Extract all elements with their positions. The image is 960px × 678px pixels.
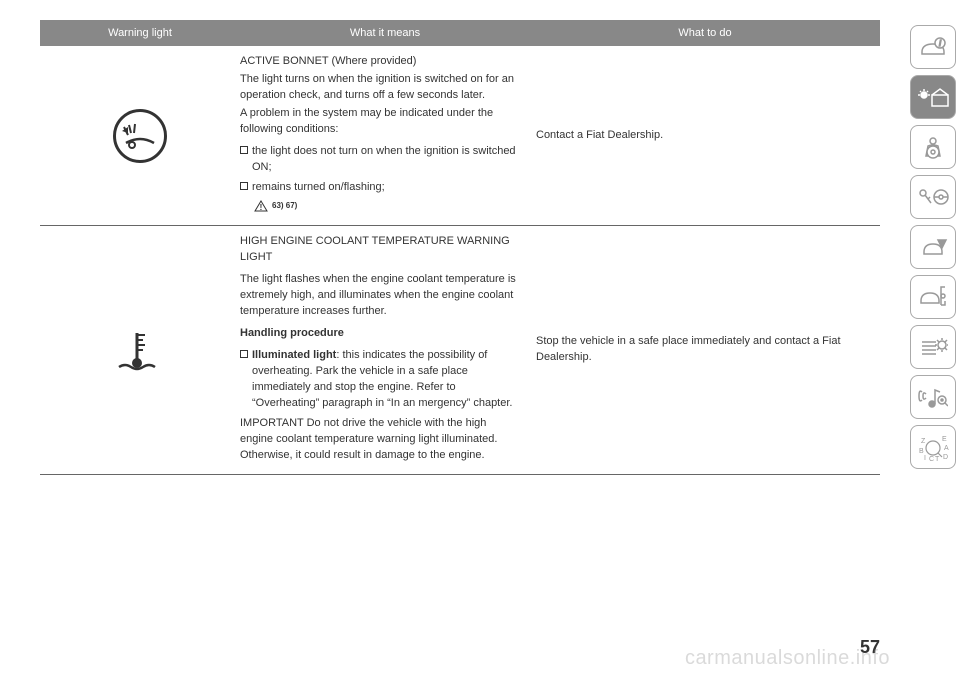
sidebar-item-safety[interactable] [910, 125, 956, 169]
svg-text:E: E [942, 436, 947, 443]
svg-text:D: D [943, 454, 948, 461]
warning-icon-cell [40, 234, 240, 465]
sidebar-nav: i [900, 0, 960, 678]
sidebar-item-maintenance[interactable] [910, 275, 956, 319]
bullet-icon [240, 350, 248, 358]
svg-text:i: i [939, 39, 941, 48]
sidebar-item-warning-lights[interactable] [910, 75, 956, 119]
svg-text:C: C [929, 456, 934, 461]
row-body: The light flashes when the engine coolan… [240, 272, 520, 320]
sidebar-item-settings[interactable] [910, 325, 956, 369]
header-what-it-means: What it means [240, 27, 530, 39]
bullet-text: Illuminated light: this indicates the po… [252, 348, 520, 412]
svg-text:B: B [919, 448, 924, 455]
main-content: Warning light What it means What to do A… [0, 0, 900, 678]
svg-text:I: I [924, 455, 926, 461]
watermark: carmanualsonline.info [685, 647, 890, 670]
sidebar-item-driving-assist[interactable] [910, 225, 956, 269]
row-body: A problem in the system may be indicated… [240, 106, 520, 138]
action-text: Stop the vehicle in a safe place immedia… [536, 334, 880, 366]
coolant-temp-icon [115, 325, 165, 375]
sidebar-item-info[interactable]: i [910, 25, 956, 69]
row-title: HIGH ENGINE COOLANT TEMPERATURE WARNING … [240, 234, 520, 266]
svg-text:A: A [944, 445, 949, 452]
row-body: IMPORTANT Do not drive the vehicle with … [240, 416, 520, 464]
warning-icon-cell [40, 54, 240, 217]
action-text: Contact a Fiat Dealership. [536, 128, 663, 144]
bullet-icon [240, 182, 248, 190]
bullet-text: remains turned on/flashing; [252, 180, 385, 196]
table-header: Warning light What it means What to do [40, 20, 880, 46]
active-bonnet-icon [113, 109, 167, 163]
svg-text:Z: Z [921, 438, 926, 445]
svg-text:T: T [935, 456, 940, 461]
bullet-item: the light does not turn on when the igni… [240, 144, 520, 176]
meaning-cell: HIGH ENGINE COOLANT TEMPERATURE WARNING … [240, 234, 530, 465]
row-title: ACTIVE BONNET (Where provided) [240, 54, 520, 70]
bullet-item: Illuminated light: this indicates the po… [240, 348, 520, 412]
action-cell: Contact a Fiat Dealership. [530, 54, 880, 217]
sidebar-item-keys-steering[interactable] [910, 175, 956, 219]
svg-text:!: ! [260, 203, 263, 212]
note-text: 63) 67) [272, 200, 297, 212]
table-row: ACTIVE BONNET (Where provided) The light… [40, 46, 880, 226]
bullet-icon [240, 146, 248, 154]
table-row: HIGH ENGINE COOLANT TEMPERATURE WARNING … [40, 226, 880, 474]
header-what-to-do: What to do [530, 27, 880, 39]
bullet-item: remains turned on/flashing; [240, 180, 520, 196]
row-body: The light turns on when the ignition is … [240, 72, 520, 104]
bullet-text: the light does not turn on when the igni… [252, 144, 520, 176]
row-subheading: Handling procedure [240, 326, 520, 342]
warning-note: ! 63) 67) [254, 200, 297, 212]
header-warning-light: Warning light [40, 27, 240, 39]
action-cell: Stop the vehicle in a safe place immedia… [530, 234, 880, 465]
sidebar-item-index[interactable]: Z E A B D C T I [910, 425, 956, 469]
meaning-cell: ACTIVE BONNET (Where provided) The light… [240, 54, 530, 217]
sidebar-item-multimedia[interactable] [910, 375, 956, 419]
